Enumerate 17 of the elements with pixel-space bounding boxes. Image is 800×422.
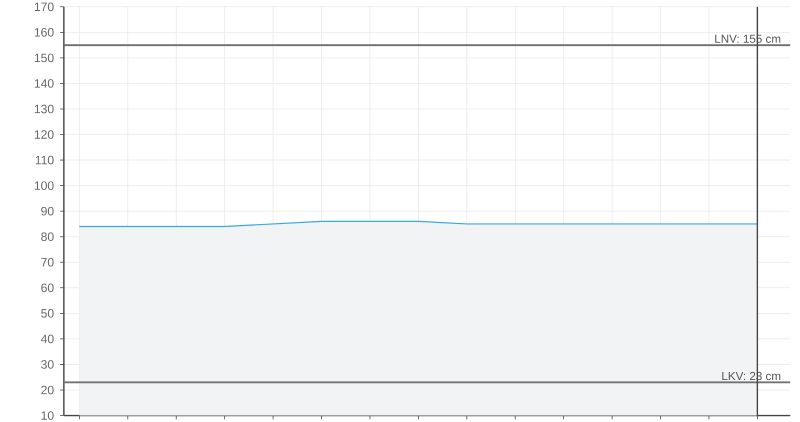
y-tick-label: 90 — [41, 206, 54, 216]
y-tick-label: 130 — [34, 104, 54, 114]
y-tick-label: 150 — [34, 53, 54, 62]
y-tick-label: 80 — [41, 232, 54, 241]
y-tick-label: 40 — [40, 334, 54, 344]
y-tick-label: 50 — [41, 308, 54, 318]
y-tick-label: 70 — [41, 258, 54, 266]
y-tick-label: 110 — [36, 156, 54, 164]
y-tick-label: 30 — [41, 360, 54, 369]
y-tick-label: 140 — [34, 78, 54, 88]
y-tick-label: 100 — [34, 181, 54, 190]
y-tick-label: 170 — [34, 2, 54, 11]
y-tick-label: 10 — [42, 411, 54, 420]
y-tick-label: 120 — [34, 130, 54, 139]
y-tick-label: 60 — [41, 283, 54, 292]
y-tick-label: 160 — [34, 28, 54, 36]
y-tick-label: 20 — [41, 386, 54, 394]
